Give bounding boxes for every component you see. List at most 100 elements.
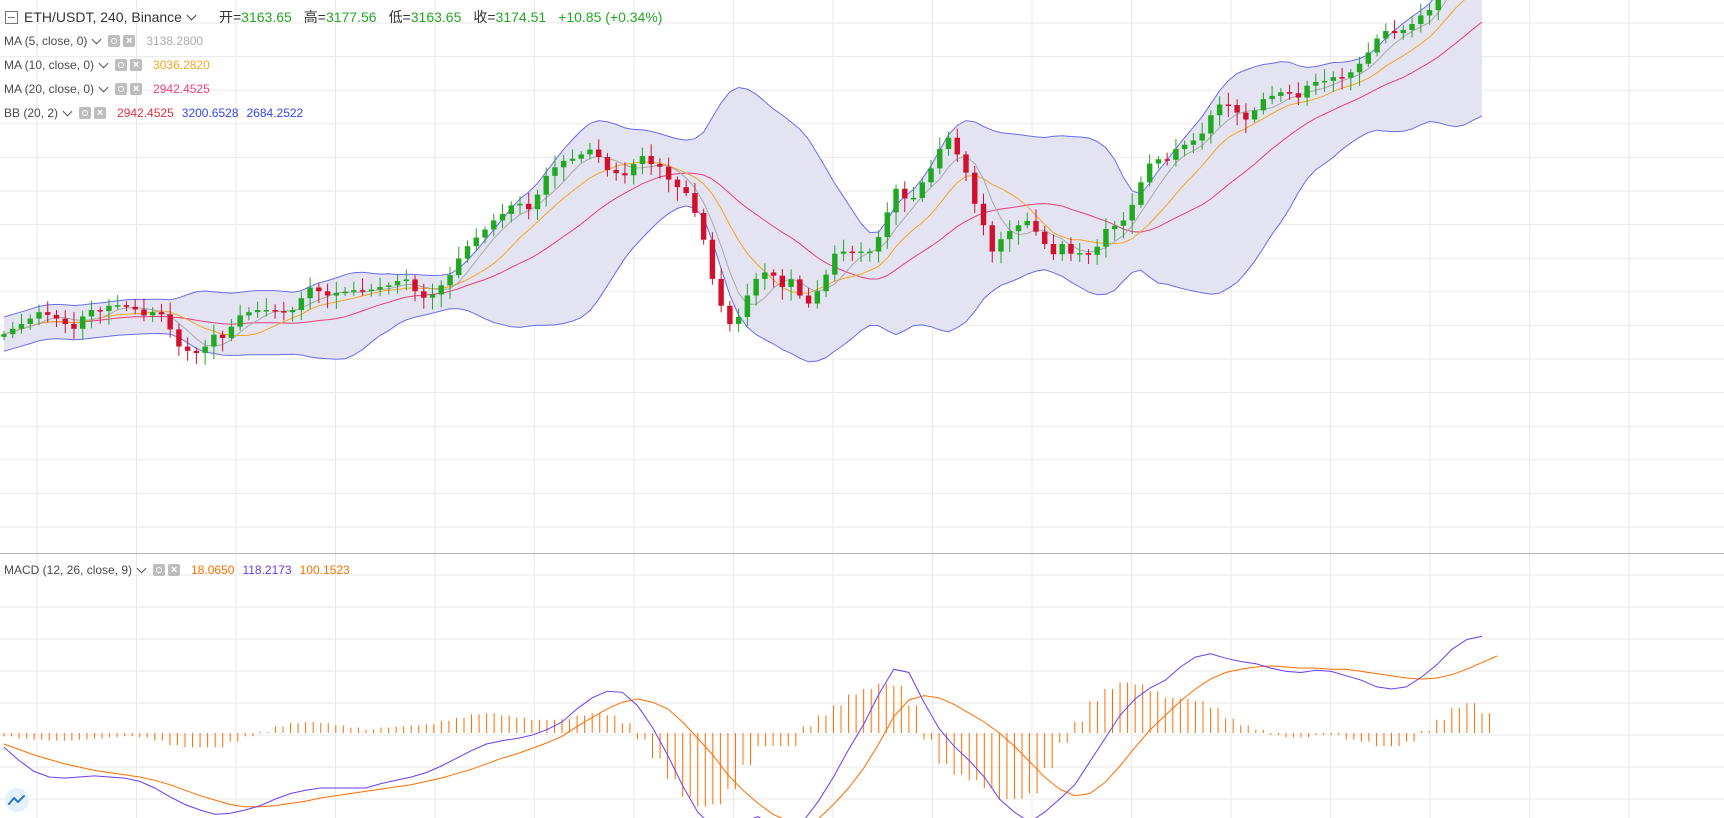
candle	[770, 269, 777, 288]
candle	[386, 282, 392, 295]
eye-icon[interactable]	[115, 59, 128, 71]
close-icon[interactable]: ×	[130, 83, 143, 95]
candle	[534, 189, 541, 221]
price-pane[interactable]	[0, 0, 1724, 365]
low-value: 3163.65	[410, 9, 462, 25]
candle	[228, 319, 235, 342]
chevron-down-icon[interactable]	[62, 106, 73, 117]
candle-body	[1033, 220, 1039, 232]
candle	[1050, 234, 1057, 261]
eye-icon[interactable]	[153, 564, 166, 576]
candle-body	[132, 306, 138, 310]
candle-body	[1243, 112, 1249, 120]
chart-header: ETH/USDT, 240, Binance 开= 3163.65 高= 3177.…	[0, 5, 674, 29]
candle-body	[1155, 159, 1162, 164]
candle-body	[254, 310, 261, 313]
candle-body	[342, 291, 348, 294]
legend-ma10[interactable]: MA (10, close, 0) × 3036.2820	[0, 55, 210, 75]
bb-lower-value: 2684.2522	[246, 106, 304, 120]
candle	[1164, 152, 1170, 166]
macd-histogram	[3, 682, 1491, 807]
macd-pane[interactable]	[3, 635, 1498, 818]
candle-body	[211, 334, 217, 347]
chevron-down-icon[interactable]	[186, 10, 197, 20]
ma10-label[interactable]: MA (10, close, 0)	[4, 58, 95, 72]
candle-body	[1208, 115, 1214, 134]
candle	[893, 184, 899, 226]
macd-label[interactable]: MACD (12, 26, close, 9)	[4, 563, 133, 577]
candle	[1260, 92, 1267, 115]
candle	[36, 304, 42, 326]
candle	[106, 299, 112, 325]
candle-body	[919, 182, 925, 198]
candle-body	[447, 275, 453, 286]
candle-body	[71, 323, 77, 329]
candle	[718, 267, 724, 313]
chevron-down-icon[interactable]	[91, 34, 102, 45]
candle	[744, 283, 751, 327]
symbol-title[interactable]: ETH/USDT, 240, Binance	[24, 9, 182, 25]
macd-histogram-value: 18.0650	[191, 563, 235, 577]
candle	[1435, 0, 1441, 21]
candle-body	[1042, 231, 1048, 245]
candle-body	[569, 158, 576, 161]
candle	[456, 246, 462, 279]
chevron-down-icon[interactable]	[136, 563, 147, 574]
candle	[1024, 212, 1030, 229]
candle-body	[1374, 38, 1380, 53]
candle	[1068, 237, 1074, 262]
candle	[1225, 92, 1232, 117]
candle	[552, 155, 558, 189]
legend-bb[interactable]: BB (20, 2) × 2942.4525 3200.6528 2684.25…	[0, 103, 303, 123]
eye-icon[interactable]	[79, 107, 92, 119]
eye-icon[interactable]	[108, 35, 121, 47]
legend-ma20[interactable]: MA (20, close, 0) × 2942.4525	[0, 79, 210, 99]
candle	[27, 314, 33, 330]
eye-icon[interactable]	[115, 83, 128, 95]
candle	[867, 248, 873, 262]
ma5-label[interactable]: MA (5, close, 0)	[4, 34, 88, 48]
close-icon[interactable]: ×	[94, 107, 107, 119]
legend-macd[interactable]: MACD (12, 26, close, 9) × 18.0650 118.21…	[0, 560, 350, 580]
close-icon[interactable]: ×	[168, 564, 181, 576]
candle-body	[526, 203, 532, 210]
candle-body	[1356, 63, 1363, 73]
candle	[727, 300, 733, 332]
candle-body	[36, 312, 42, 319]
ma5-value: 3138.2800	[146, 34, 204, 48]
candle	[1, 330, 7, 341]
candle-body	[1391, 31, 1398, 34]
candle-body	[403, 279, 410, 282]
close-icon[interactable]: ×	[123, 35, 136, 47]
chevron-down-icon[interactable]	[98, 58, 109, 69]
candle	[1190, 132, 1197, 154]
candle-body	[263, 310, 270, 312]
candle	[578, 151, 584, 163]
ma20-value: 2942.4525	[153, 82, 210, 96]
ma20-label[interactable]: MA (20, close, 0)	[4, 82, 95, 96]
candle	[429, 283, 436, 310]
candle	[954, 128, 960, 162]
candle	[788, 269, 794, 301]
candle	[368, 283, 375, 297]
candle-body	[377, 286, 383, 290]
candle	[333, 281, 340, 310]
candle	[1418, 3, 1424, 33]
logo-icon[interactable]	[5, 788, 29, 812]
bb-label[interactable]: BB (20, 2)	[4, 106, 59, 120]
candle	[1383, 23, 1389, 44]
candle-body	[1059, 244, 1065, 255]
candle	[875, 230, 882, 263]
candle	[735, 308, 742, 333]
legend-ma5[interactable]: MA (5, close, 0) × 3138.2800	[0, 31, 203, 51]
change-value: +10.85 (+0.34%)	[558, 9, 663, 25]
candle-body	[473, 237, 479, 247]
bollinger-lower-line	[3, 115, 1483, 363]
chevron-down-icon[interactable]	[98, 82, 109, 93]
candle-body	[1321, 80, 1328, 83]
candle	[648, 144, 654, 176]
macd-line	[3, 635, 1483, 818]
collapse-button[interactable]	[5, 10, 18, 24]
close-icon[interactable]: ×	[130, 59, 143, 71]
